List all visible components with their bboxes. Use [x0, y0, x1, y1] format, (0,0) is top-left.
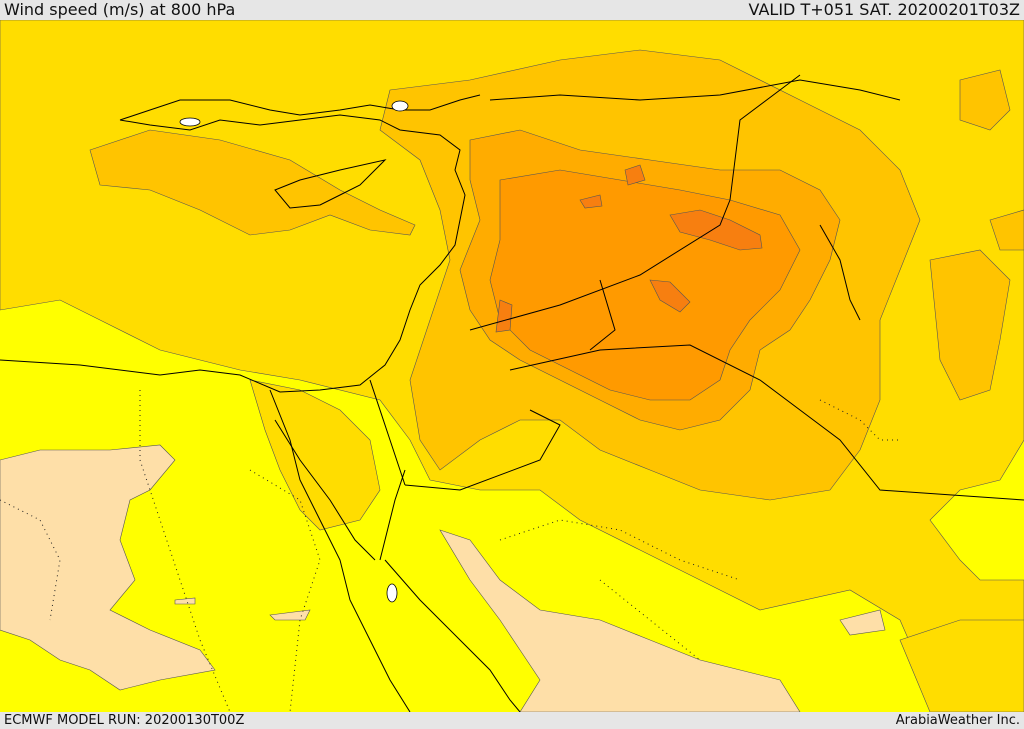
lakes: [179, 100, 409, 603]
model-run: ECMWF MODEL RUN: 20200130T00Z: [4, 713, 245, 728]
band-6-streak-5: [579, 194, 603, 209]
band-3-cyprus-streak: [89, 129, 416, 236]
lake-1: [386, 583, 398, 603]
credit-text: ArabiaWeather Inc.: [895, 713, 1020, 728]
band-6-streak-2: [624, 164, 646, 186]
map-header: Wind speed (m/s) at 800 hPa VALID T+051 …: [0, 0, 1024, 20]
border-iraq-saudi: [469, 199, 731, 331]
wind-speed-map: [0, 20, 1024, 712]
red-sea-east-coast: [384, 559, 521, 712]
border-jordan: [509, 344, 1024, 501]
gulf-of-suez: [274, 419, 376, 561]
band-3-east: [929, 249, 1011, 401]
band-2-gulf: [899, 619, 1024, 712]
turkey-south-coast: [119, 94, 481, 121]
low-wind-africa: [0, 444, 216, 691]
band-6-streak-4: [495, 299, 513, 333]
band-6-streak-1: [669, 209, 763, 251]
persian-gulf-coast: [819, 224, 861, 321]
border-jordan-saudi: [589, 279, 616, 351]
cyprus: [274, 159, 387, 209]
map-footer: ECMWF MODEL RUN: 20200130T00Z ArabiaWeat…: [0, 712, 1024, 729]
lake-2: [391, 100, 409, 112]
valid-time: VALID T+051 SAT. 20200201T03Z: [748, 0, 1020, 19]
border-syria-iraq: [489, 79, 901, 101]
border-egypt-saudi: [404, 409, 561, 491]
band-6-areas: [495, 164, 763, 333]
band-6-streak-3: [649, 279, 691, 313]
red-sea-west-coast: [269, 389, 411, 712]
low-wind-arabia: [439, 529, 801, 712]
gulf-of-aqaba: [379, 469, 406, 561]
map-title: Wind speed (m/s) at 800 hPa: [4, 0, 236, 19]
mediterranean-coast: [0, 114, 466, 393]
border-iran: [729, 74, 801, 201]
lake-3: [179, 117, 201, 127]
border-egypt: [369, 379, 406, 486]
dotted-boundaries: [0, 390, 900, 712]
coastlines-borders: [0, 74, 1024, 712]
band-2-sinai: [249, 379, 381, 531]
